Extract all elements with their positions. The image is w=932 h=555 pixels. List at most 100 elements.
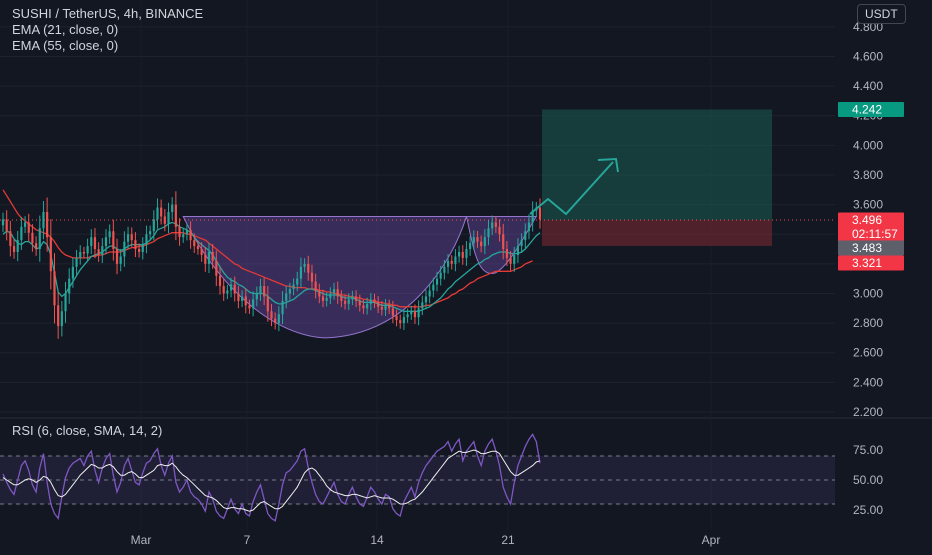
candle-body <box>307 263 310 273</box>
candle-body <box>123 241 126 257</box>
candle-body <box>406 314 409 318</box>
candle-body <box>292 284 295 290</box>
candle-body <box>57 305 60 327</box>
time-tick-label: Mar <box>131 533 152 547</box>
candle-body <box>255 293 258 300</box>
candle-body <box>152 219 155 232</box>
price-badge-label: 3.321 <box>852 256 882 270</box>
candle-body <box>513 254 516 264</box>
price-badge <box>838 212 904 228</box>
candle-body <box>97 249 100 255</box>
candle-body <box>299 266 303 279</box>
candle-body <box>465 249 468 258</box>
candle-body <box>318 290 321 297</box>
rsi-legend[interactable]: RSI (6, close, SMA, 14, 2) <box>12 423 163 438</box>
candle-body <box>12 246 16 252</box>
candle-body <box>23 222 27 227</box>
candle-body <box>336 289 339 297</box>
candle-body <box>417 308 420 318</box>
candle-body <box>119 256 122 264</box>
candle-body <box>53 271 56 306</box>
candle-body <box>1 219 5 226</box>
candle-body <box>354 296 358 301</box>
candle-body <box>391 308 394 316</box>
candle-body <box>137 249 141 252</box>
candle-body <box>480 241 483 247</box>
candle-body <box>75 257 78 267</box>
chart-legend: SUSHI / TetherUS, 4h, BINANCE EMA (21, c… <box>12 6 203 54</box>
candle-body <box>483 237 486 247</box>
price-badge <box>838 255 904 271</box>
candle-body <box>115 249 119 264</box>
candle-body <box>240 296 244 301</box>
candle-body <box>64 293 67 312</box>
candle-body <box>215 260 218 276</box>
candle-body <box>487 228 490 238</box>
candle-body <box>388 305 391 309</box>
candle-body <box>211 252 214 261</box>
candle-body <box>395 315 398 321</box>
candle-body <box>178 226 181 238</box>
candle-body <box>259 286 262 294</box>
candle-body <box>472 237 475 244</box>
candle-body <box>494 222 497 227</box>
candle-body <box>130 234 133 241</box>
candle-body <box>531 210 534 223</box>
candle-body <box>373 299 376 303</box>
candle-body <box>303 263 306 267</box>
candle-body <box>270 311 273 319</box>
time-tick-label: Apr <box>702 533 721 547</box>
ema21-legend[interactable]: EMA (21, close, 0) <box>12 22 119 37</box>
candle-body <box>410 311 413 315</box>
rsi-line <box>2 433 541 522</box>
candle-body <box>332 289 336 294</box>
candle-body <box>126 234 130 242</box>
candle-body <box>27 222 30 233</box>
candle-body <box>443 266 446 273</box>
candle-body <box>252 299 255 309</box>
price-badge-label: 02:11:57 <box>852 227 898 241</box>
candle-body <box>491 222 494 229</box>
candle-body <box>149 231 152 235</box>
candle-body <box>321 296 325 301</box>
symbol-title[interactable]: SUSHI / TetherUS, 4h, BINANCE <box>12 6 204 21</box>
time-tick-label: 21 <box>501 533 515 547</box>
price-badge <box>838 101 904 117</box>
candle-body <box>505 249 508 258</box>
candle-body <box>413 311 417 318</box>
candle-body <box>399 320 402 324</box>
price-tick-label: 3.000 <box>853 286 883 300</box>
candle-body <box>189 229 192 241</box>
candle-body <box>446 260 450 267</box>
candle-body <box>226 290 229 294</box>
currency-button[interactable]: USDT <box>857 4 906 24</box>
candle-body <box>204 254 207 264</box>
candle-body <box>167 212 170 224</box>
price-tick-label: 3.800 <box>853 168 883 182</box>
candle-body <box>288 289 291 294</box>
candle-body <box>524 231 527 241</box>
price-tick-label: 2.200 <box>853 405 883 419</box>
stop-zone <box>542 220 772 246</box>
candle-body <box>527 222 531 232</box>
candle-body <box>93 237 97 250</box>
price-tick-label: 3.600 <box>853 198 883 212</box>
candle-body <box>461 252 464 258</box>
candle-body <box>384 305 387 310</box>
price-badge-label: 3.483 <box>852 241 882 255</box>
candle-body <box>421 302 424 309</box>
candle-body <box>163 216 166 224</box>
candle-body <box>432 284 435 291</box>
price-tick-label: 4.600 <box>853 49 883 63</box>
time-tick-label: 14 <box>370 533 384 547</box>
candle-body <box>439 272 442 279</box>
price-badge <box>838 226 904 242</box>
candle-body <box>233 284 236 294</box>
price-tick-label: 2.800 <box>853 316 883 330</box>
candle-body <box>362 305 365 309</box>
candle-body <box>38 228 41 250</box>
ema55-legend[interactable]: EMA (55, close, 0) <box>12 38 119 53</box>
candle-body <box>182 234 185 238</box>
